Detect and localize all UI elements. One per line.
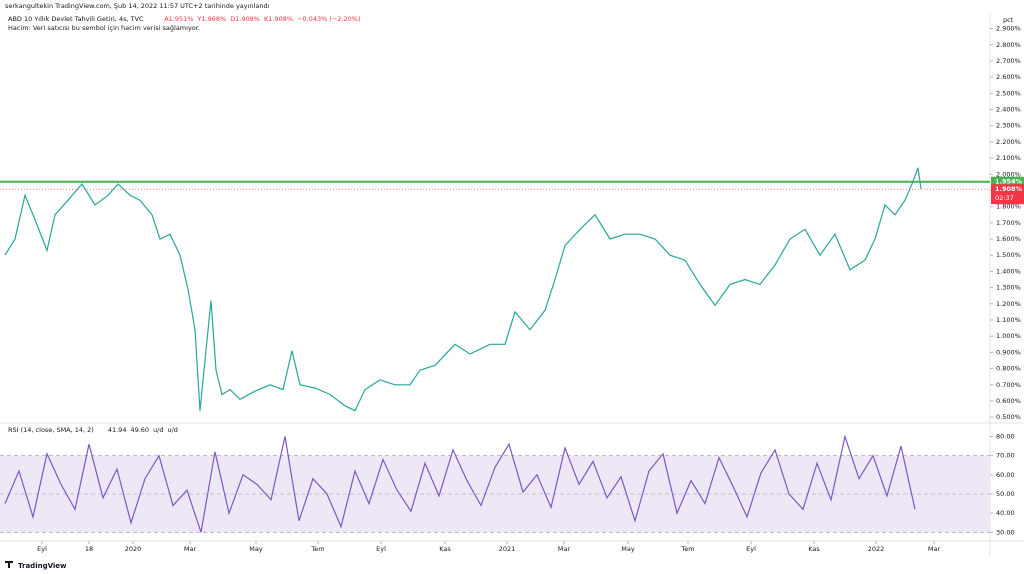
rsi-legend-value: u/d: [153, 426, 163, 434]
x-tick-label: May: [621, 545, 635, 553]
header: serkangultekin TradingView.com, Şub 14, …: [5, 2, 270, 10]
y-tick-label: 2.600%: [996, 73, 1021, 81]
x-tick-label: Kas: [808, 545, 820, 553]
y-tick-label: 0.800%: [996, 365, 1021, 373]
y-tick-label: 2.000%: [996, 170, 1021, 178]
x-tick-label: Eyl: [37, 545, 47, 553]
last-price-label: 1.908%: [995, 185, 1023, 193]
rsi-legend-value: 49.60: [130, 426, 149, 434]
x-tick-label: May: [249, 545, 263, 553]
y-tick-label: 0.900%: [996, 348, 1021, 356]
countdown: 02:37: [995, 194, 1014, 202]
y-tick-label: 2.800%: [996, 41, 1021, 49]
y-tick-label: 2.200%: [996, 138, 1021, 146]
ohlc-value: D1.908%: [230, 15, 260, 23]
last-price-box: [991, 184, 1024, 205]
y-tick-label: 2.100%: [996, 154, 1021, 162]
x-tick-label: Tem: [310, 545, 324, 553]
y-tick-label: 1.700%: [996, 219, 1021, 227]
x-tick-label: Eyl: [376, 545, 386, 553]
series-line: [4, 434, 916, 533]
y-tick-label: 0.600%: [996, 397, 1021, 405]
level-label-box: [991, 176, 1024, 187]
ohlc-value: A1.951%: [164, 15, 193, 23]
y-tick-label: 1.400%: [996, 267, 1021, 275]
x-tick-label: Mar: [558, 545, 571, 553]
y-tick-label: 0.500%: [996, 413, 1021, 421]
y-tick-label: 2.500%: [996, 89, 1021, 97]
rsi-legend-value: u/d: [168, 426, 178, 434]
level-label: 1.954%: [995, 178, 1023, 186]
y-tick-label: 40.00: [996, 509, 1015, 517]
y-tick-label: 1.200%: [996, 300, 1021, 308]
rsi-legend-value: 41.94: [108, 426, 127, 434]
x-tick-label: Mar: [184, 545, 197, 553]
x-tick-label: Mar: [928, 545, 941, 553]
symbol-title: ABD 10 Yıllık Devlet Tahvili Getiri, 4s,…: [8, 15, 144, 23]
y-tick-label: 70.00: [996, 452, 1015, 460]
rsi-title: RSI (14, close, SMA, 14, 2): [8, 426, 94, 434]
x-tick-label: 18: [85, 545, 93, 553]
y-tick-label: 1.600%: [996, 235, 1021, 243]
x-tick-label: Tem: [680, 545, 694, 553]
logo: [5, 561, 13, 568]
y-tick-label: 2.300%: [996, 122, 1021, 130]
x-tick-label: 2022: [868, 545, 885, 553]
x-tick-label: Eyl: [746, 545, 756, 553]
y-tick-label: 80.00: [996, 433, 1015, 441]
footer: TradingView: [18, 562, 67, 570]
x-tick-label: Kas: [439, 545, 451, 553]
change-value: −0.043% (−2.20%): [297, 15, 360, 23]
volume-note: Hacim: Veri satıcısı bu sembol için haci…: [8, 24, 200, 32]
x-tick-label: 2020: [125, 545, 142, 553]
ohlc-value: K1.908%: [264, 15, 293, 23]
y-tick-label: 1.500%: [996, 251, 1021, 259]
x-tick-label: 2021: [499, 545, 516, 553]
y-tick-label: 0.700%: [996, 381, 1021, 389]
y-tick-label: 1.300%: [996, 284, 1021, 292]
ohlc-value: Y1.968%: [196, 15, 226, 23]
y-tick-label: 1.100%: [996, 316, 1021, 324]
y-tick-label: 2.700%: [996, 57, 1021, 65]
y-tick-label: 1.800%: [996, 203, 1021, 211]
y-tick-label: 30.00: [996, 528, 1015, 536]
y-tick-label: 60.00: [996, 471, 1015, 479]
y-tick-label: 2.400%: [996, 106, 1021, 114]
y-tick-label: 2.900%: [996, 25, 1021, 33]
series-line: [4, 167, 922, 412]
axis-unit: pct: [1003, 16, 1014, 24]
y-tick-label: 50.00: [996, 490, 1015, 498]
y-tick-label: 1.000%: [996, 332, 1021, 340]
